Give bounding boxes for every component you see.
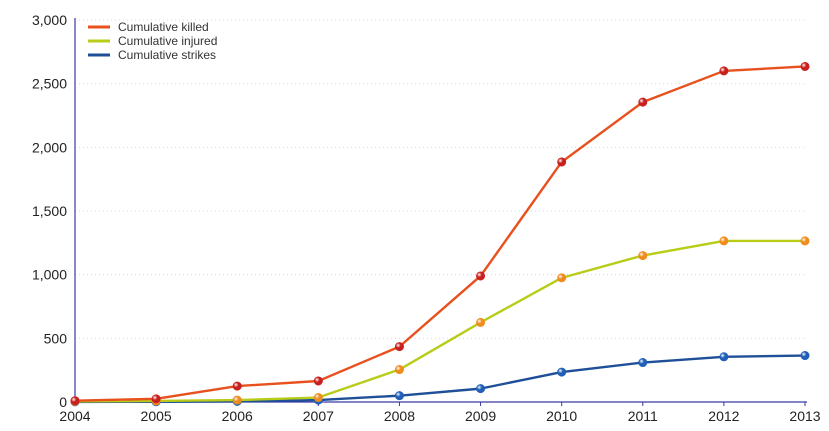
series-layer [70, 61, 810, 407]
data-point-cumulative-injured [557, 273, 567, 283]
y-tick-label: 2,000 [32, 139, 67, 155]
data-point-cumulative-killed [638, 97, 648, 107]
data-point-cumulative-injured [719, 236, 729, 246]
data-point-cumulative-strikes [394, 391, 404, 401]
legend-label-cumulative-killed: Cumulative killed [118, 20, 209, 34]
x-tick-label: 2010 [546, 408, 577, 424]
data-point-cumulative-killed [70, 396, 80, 406]
data-point-cumulative-injured [638, 251, 648, 261]
data-point-cumulative-killed [394, 342, 404, 352]
series-line-cumulative-injured [74, 239, 805, 403]
x-tick-label: 2005 [141, 408, 172, 424]
data-point-cumulative-killed [557, 157, 567, 167]
y-tick-label: 0 [59, 394, 67, 410]
data-point-cumulative-strikes [638, 358, 648, 368]
x-tick-label: 2011 [628, 408, 658, 424]
legend-label-cumulative-injured: Cumulative injured [118, 34, 217, 48]
grid-layer [75, 19, 805, 339]
data-point-cumulative-killed [232, 381, 242, 391]
x-tick-label: 2004 [59, 408, 90, 424]
data-point-cumulative-injured [313, 393, 323, 403]
x-tick-label: 2012 [708, 408, 739, 424]
data-point-cumulative-strikes [719, 352, 729, 362]
y-tick-label: 1,000 [32, 267, 67, 283]
data-point-cumulative-injured [394, 365, 404, 375]
data-point-cumulative-killed [476, 271, 486, 281]
data-point-cumulative-killed [313, 376, 323, 386]
data-point-cumulative-injured [800, 236, 810, 246]
data-point-cumulative-killed [800, 61, 810, 71]
data-point-cumulative-strikes [476, 384, 486, 394]
x-tick-label: 2007 [303, 408, 334, 424]
x-tick-label: 2009 [465, 408, 496, 424]
y-tick-label: 500 [44, 330, 68, 346]
data-point-cumulative-killed [151, 394, 161, 404]
x-tick-label: 2008 [384, 408, 415, 424]
axis-layer: 0 500 1,000 1,500 2,000 2,500 3,000 2004 2005 200… [32, 12, 821, 424]
y-tick-label: 3,000 [32, 12, 67, 28]
data-point-cumulative-injured [232, 395, 242, 405]
data-point-cumulative-strikes [557, 367, 567, 377]
legend-label-cumulative-strikes: Cumulative strikes [118, 48, 216, 62]
y-tick-label: 2,500 [32, 76, 67, 92]
x-tick-label: 2013 [789, 408, 820, 424]
data-point-cumulative-killed [719, 66, 729, 76]
x-tick-label: 2006 [222, 408, 253, 424]
series-line-cumulative-killed [74, 65, 806, 402]
data-point-cumulative-injured [476, 317, 486, 327]
y-tick-label: 1,500 [32, 203, 67, 219]
data-point-cumulative-strikes [800, 351, 810, 361]
